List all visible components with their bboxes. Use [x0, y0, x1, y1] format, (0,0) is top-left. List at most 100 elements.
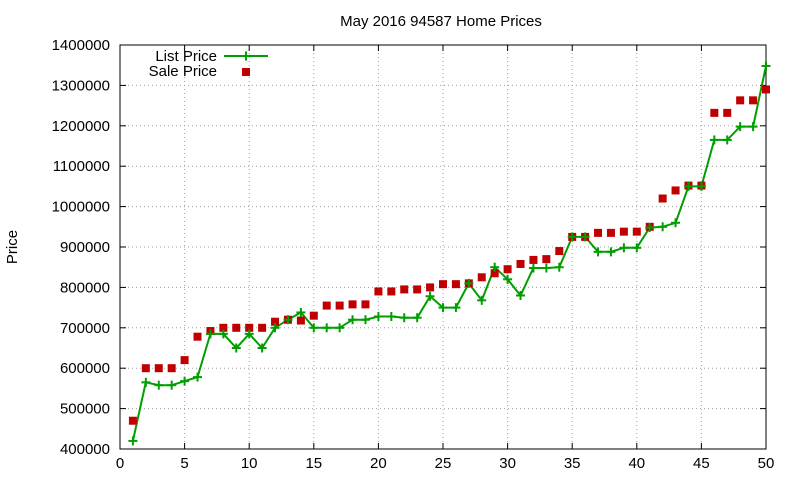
sale-price-point [400, 285, 409, 294]
list-price-point [735, 122, 745, 132]
sale-price-point [271, 317, 280, 326]
sale-price-point [413, 285, 422, 294]
list-price-point [348, 315, 358, 325]
list-price-point [309, 323, 319, 333]
list-price-point [257, 343, 267, 353]
sale-price-point [219, 323, 228, 332]
legend-marker-sale-price [242, 68, 250, 76]
sale-price-point [632, 227, 641, 236]
list-price-point [658, 222, 668, 232]
list-price-point [696, 181, 706, 191]
list-price-point [283, 315, 293, 325]
list-price-point [645, 223, 655, 233]
list-price-point [593, 247, 603, 257]
list-price-point [722, 135, 732, 145]
sale-price-point [348, 300, 357, 309]
y-tick-label: 700000 [60, 320, 110, 337]
list-price-point [425, 291, 435, 301]
legend: List Price Sale Price [149, 48, 268, 80]
y-tick-label: 500000 [60, 401, 110, 418]
sale-price-point [477, 273, 486, 282]
sale-price-point [258, 323, 267, 332]
list-price-point [709, 135, 719, 145]
sale-price-point [309, 311, 318, 320]
series [128, 61, 771, 446]
sale-price-point [762, 85, 770, 94]
list-price-point [193, 372, 203, 382]
list-price-point [567, 232, 577, 242]
y-tick-label: 1400000 [52, 37, 110, 54]
sale-price-point [387, 287, 396, 296]
x-tick-label: 0 [116, 455, 124, 472]
chart-title: May 2016 94587 Home Prices [340, 13, 542, 30]
sale-price-point [296, 316, 305, 325]
y-tick-label: 1200000 [52, 118, 110, 135]
list-price-point [167, 380, 177, 390]
sale-price-point [490, 269, 499, 278]
sale-price-point [193, 332, 202, 341]
list-price-point [141, 377, 151, 387]
x-tick-label: 50 [758, 455, 775, 472]
sale-price-point [322, 301, 331, 310]
list-price-point [477, 295, 487, 305]
legend-label-list-price: List Price [155, 48, 217, 65]
sale-price-point [180, 356, 189, 365]
x-tick-label: 15 [305, 455, 322, 472]
y-tick-label: 1000000 [52, 199, 110, 216]
list-price-point [180, 376, 190, 386]
sale-price-point [555, 247, 564, 256]
sale-price-point [128, 416, 137, 425]
list-price-point [464, 278, 474, 288]
sale-price-point [167, 364, 176, 373]
sale-price-point [361, 300, 370, 309]
sale-price-point [671, 186, 680, 195]
sale-price-point [245, 323, 254, 332]
list-price-point [412, 313, 422, 323]
sale-price-point [749, 96, 758, 105]
x-tick-label: 35 [564, 455, 581, 472]
list-price-point [322, 323, 332, 333]
x-tick-labels: 0 5 10 15 20 25 30 35 40 45 50 [116, 455, 775, 472]
list-price-point [619, 243, 629, 253]
list-price-point [128, 436, 138, 446]
list-price-point [218, 329, 228, 339]
axis-ticks [119, 44, 767, 450]
sale-price-point [374, 287, 383, 296]
list-price-line [131, 65, 767, 442]
list-price-point [671, 218, 681, 228]
sale-price-point [516, 259, 525, 268]
list-price-point [748, 122, 758, 132]
sale-price-point [710, 108, 719, 117]
list-price-point [606, 247, 616, 257]
list-price-point [490, 262, 500, 272]
list-price-point [244, 329, 254, 339]
list-price-point [373, 311, 383, 321]
list-price-point [205, 329, 215, 339]
list-price-point [580, 232, 590, 242]
sale-price-point [736, 96, 745, 105]
y-tick-label: 1300000 [52, 77, 110, 94]
sale-price-point [658, 194, 667, 203]
list-price-point [528, 263, 538, 273]
list-price-point [761, 61, 771, 71]
x-tick-label: 25 [435, 455, 452, 472]
list-price-point [360, 315, 370, 325]
list-price-point [438, 303, 448, 313]
sale-price-point [426, 283, 435, 292]
y-tick-labels: 400000 500000 600000 700000 800000 900000 1000… [52, 37, 110, 458]
sale-price-point [232, 323, 241, 332]
legend-marker-list-price [241, 51, 251, 61]
list-price-point [632, 243, 642, 253]
list-price-point [270, 323, 280, 333]
list-price-point [683, 181, 693, 191]
x-tick-label: 45 [693, 455, 710, 472]
sale-price-point [594, 228, 603, 237]
y-tick-label: 900000 [60, 239, 110, 256]
list-price-point [386, 311, 396, 321]
list-price-point [399, 313, 409, 323]
y-tick-label: 1100000 [53, 158, 110, 175]
sale-price-point [723, 108, 732, 117]
list-price-point [296, 307, 306, 317]
y-axis-label: Price [4, 230, 21, 264]
